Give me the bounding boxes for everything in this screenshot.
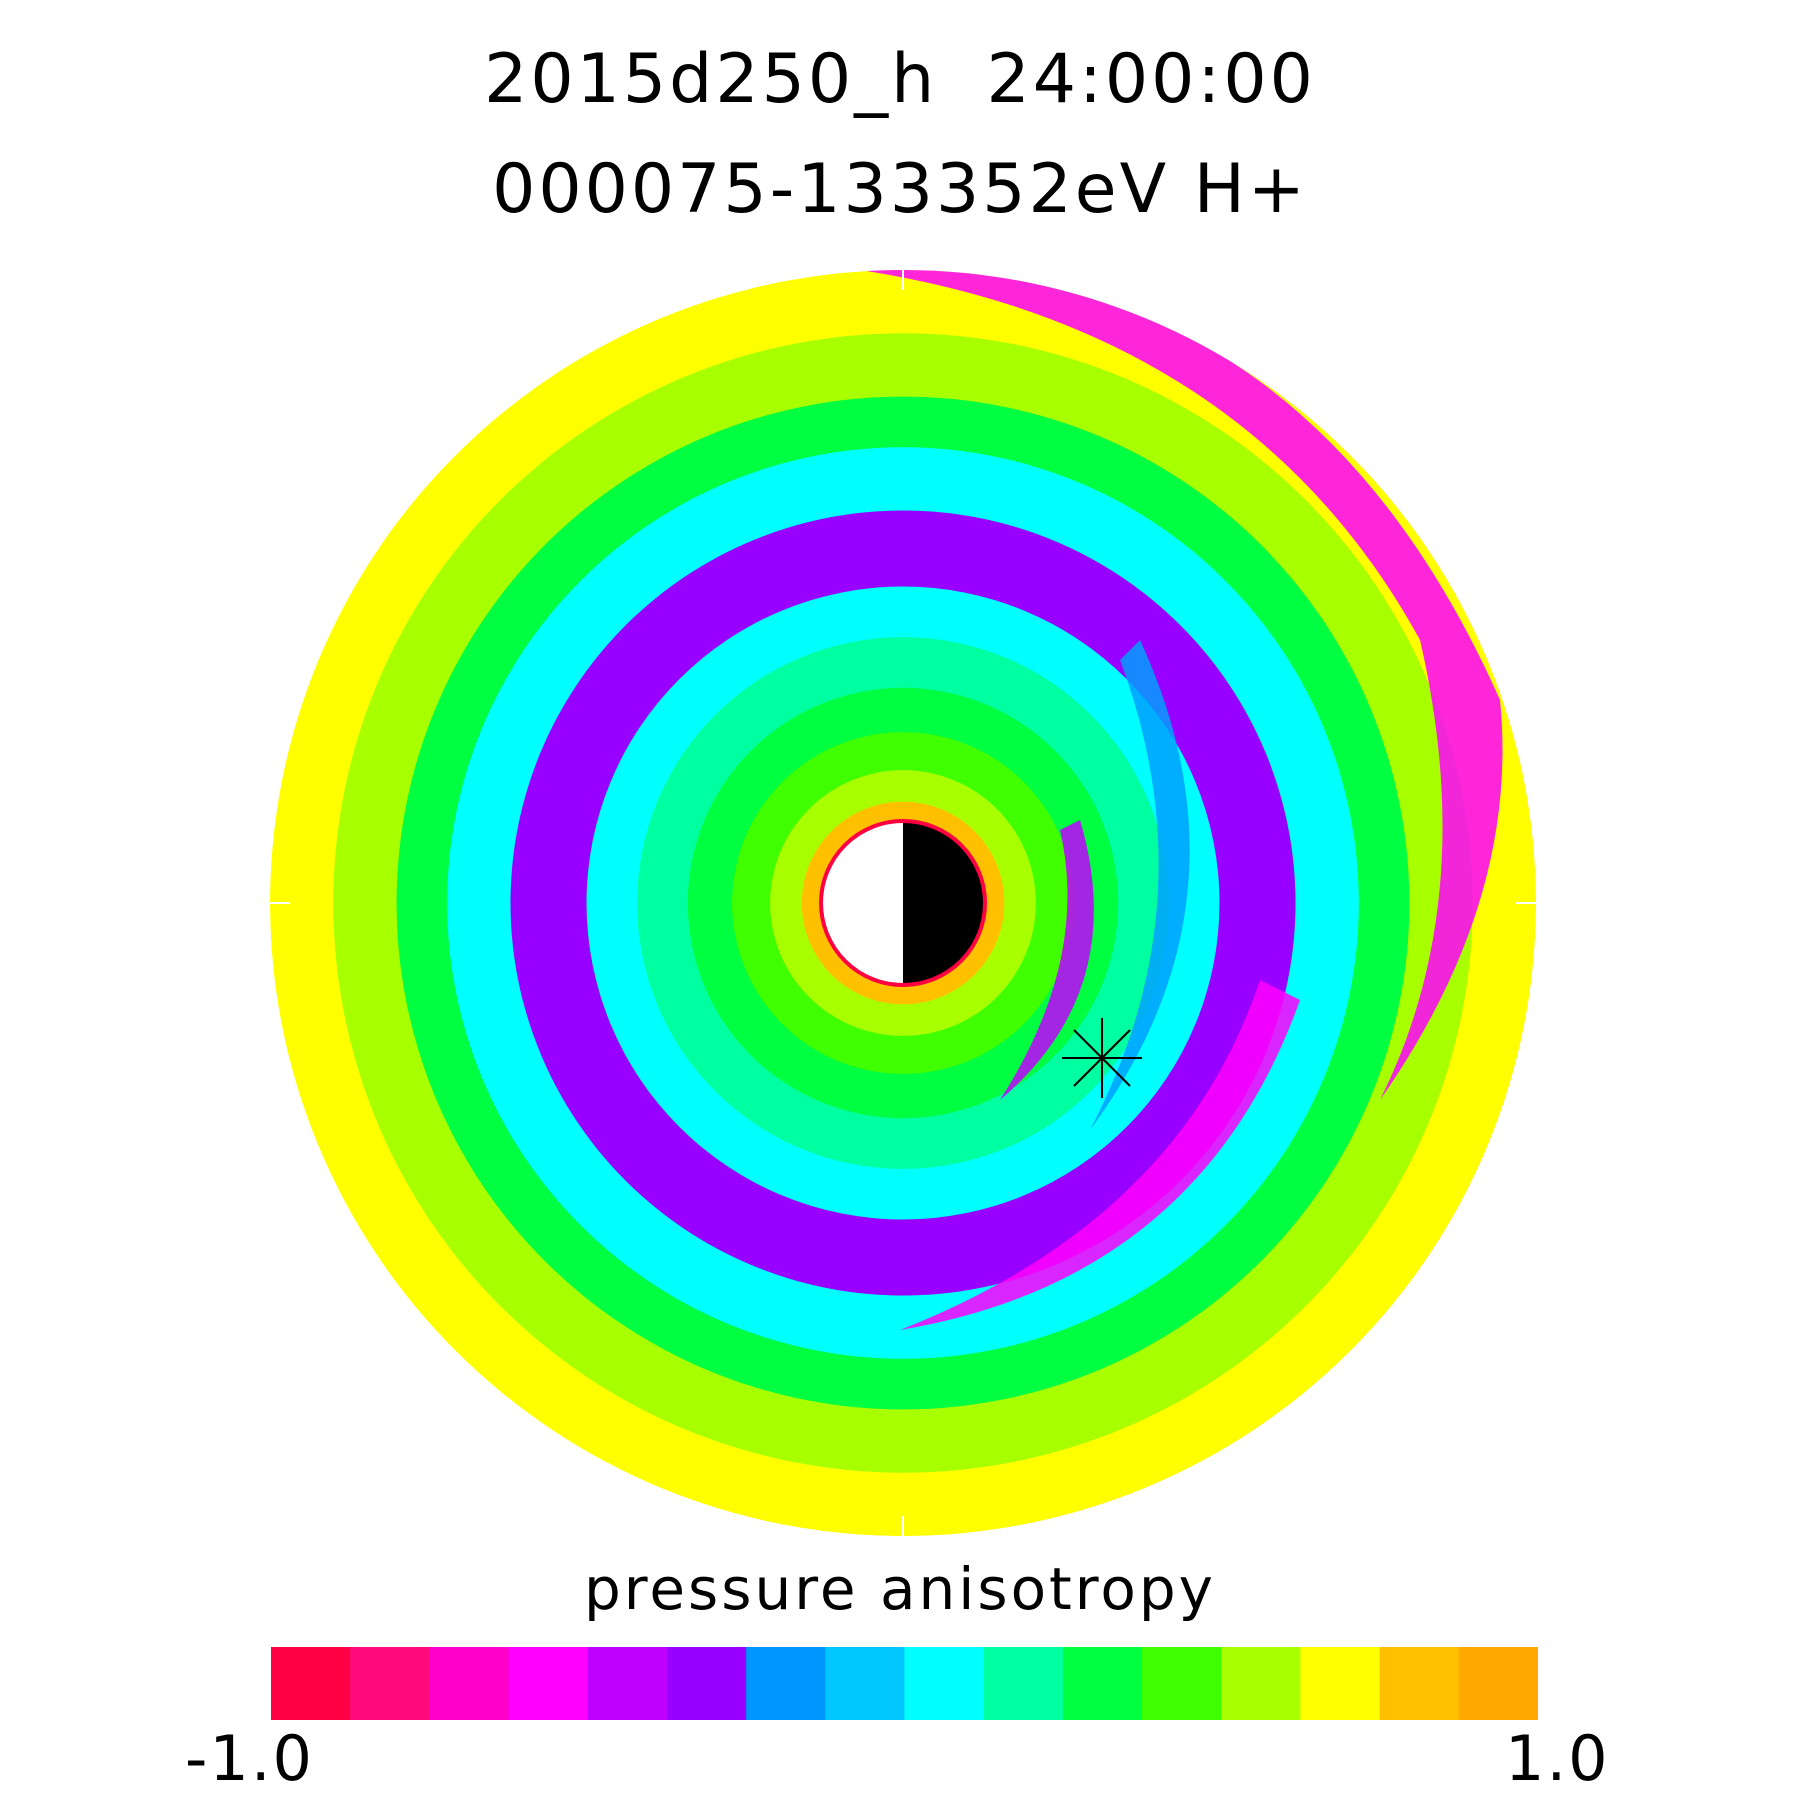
colorbar-swatch [1379,1647,1460,1720]
plot-title-line-1: 2015d250_h 24:00:00 [484,40,1316,119]
colorbar-swatch [983,1647,1064,1720]
anisotropy-region [1090,640,1190,1130]
colorbar-label: pressure anisotropy [583,1555,1216,1623]
colorbar-swatch [429,1647,510,1720]
colorbar-swatch [1458,1647,1538,1720]
earth-symbol [819,819,987,987]
colorbar [271,1647,1538,1720]
plot-title-line-2: 000075-133352eV H+ [492,150,1308,229]
colorbar-swatch [587,1647,668,1720]
colorbar-swatch [1142,1647,1222,1720]
colorbar-swatch [508,1647,589,1720]
colorbar-swatch [1221,1647,1302,1720]
colorbar-swatch [1062,1647,1143,1720]
colorbar-swatch [825,1647,906,1720]
colorbar-swatch [1300,1647,1381,1720]
earth-night-side [903,821,985,985]
anisotropy-spiral-features [860,270,1503,1330]
earth-day-side [821,821,903,985]
colorbar-swatch [271,1647,351,1720]
earth-outline [819,819,987,987]
anisotropy-region [860,270,1503,1100]
anisotropy-region [900,980,1300,1330]
colorbar-swatch [746,1647,826,1720]
axis-ticks [270,270,1536,1536]
colorbar-swatch [350,1647,430,1720]
colorbar-swatch [666,1647,747,1720]
colorbar-max-label: 1.0 [1505,1722,1610,1795]
marker-stroke [1073,1029,1131,1087]
satellite-marker [1062,1018,1142,1098]
colorbar-min-label: -1.0 [185,1722,314,1795]
anisotropy-region [1000,820,1094,1100]
colorbar-swatch [904,1647,985,1720]
